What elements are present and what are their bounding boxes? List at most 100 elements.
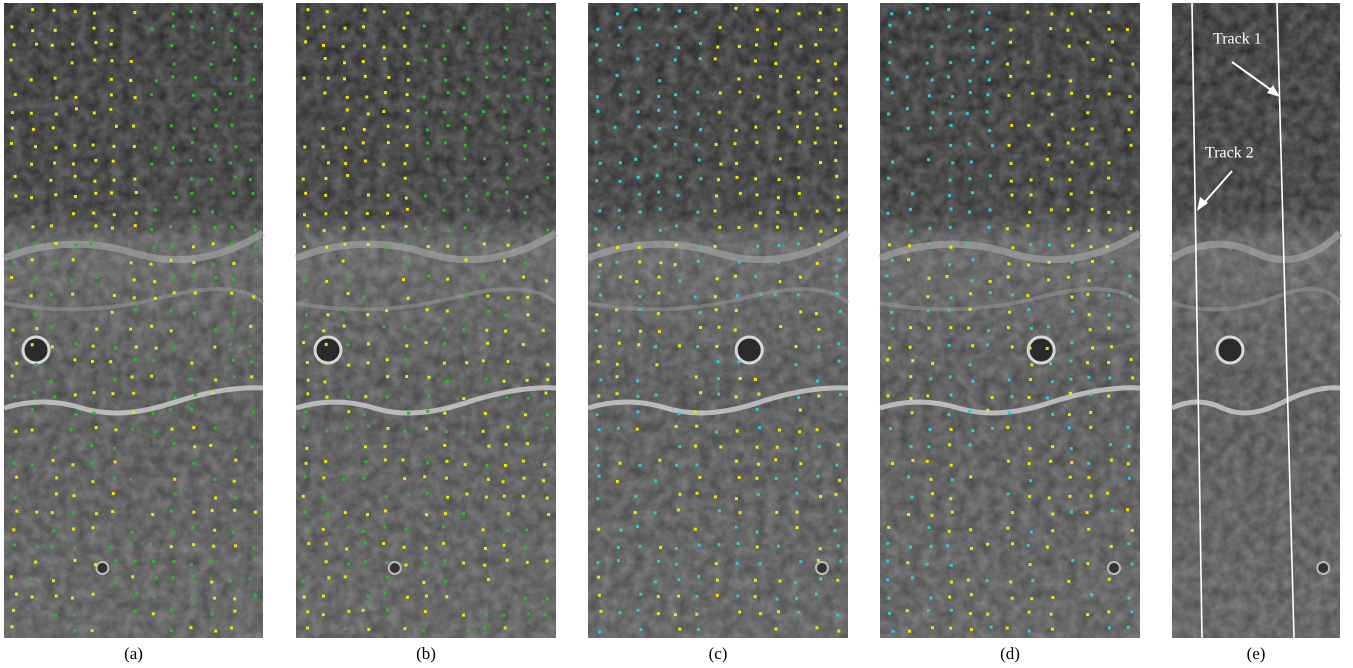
match-point xyxy=(968,410,971,413)
match-point xyxy=(970,628,973,631)
match-point xyxy=(1110,459,1113,462)
match-point xyxy=(503,495,506,498)
match-point xyxy=(1089,10,1092,13)
match-point xyxy=(527,397,530,400)
match-point xyxy=(302,178,305,181)
match-point xyxy=(465,195,468,198)
match-point xyxy=(774,293,777,296)
figure: (a)(b)(c)(d)(e) Track 1 Track 2 xyxy=(0,0,1353,668)
match-point xyxy=(678,10,681,13)
match-point xyxy=(192,261,195,264)
match-point xyxy=(503,614,506,617)
match-point xyxy=(173,478,176,481)
match-point xyxy=(819,577,822,580)
match-point xyxy=(54,29,57,32)
match-point xyxy=(111,392,114,395)
match-point xyxy=(366,212,369,215)
match-point xyxy=(777,261,780,264)
match-point xyxy=(94,159,97,162)
match-point xyxy=(618,342,621,345)
match-point xyxy=(815,626,818,629)
match-point xyxy=(634,158,637,161)
match-point xyxy=(95,426,98,429)
match-point xyxy=(949,246,952,249)
match-point xyxy=(172,146,175,149)
match-point xyxy=(639,545,642,548)
match-point xyxy=(13,544,16,547)
match-point xyxy=(507,296,510,299)
match-point xyxy=(307,542,310,545)
match-point xyxy=(249,577,252,580)
match-point xyxy=(54,242,57,245)
match-point xyxy=(170,329,173,332)
match-point xyxy=(503,544,506,547)
match-point xyxy=(891,462,894,465)
match-point xyxy=(617,44,620,47)
match-point xyxy=(363,128,366,131)
match-point xyxy=(1109,228,1112,231)
match-point xyxy=(888,612,891,615)
match-point xyxy=(1006,626,1009,629)
match-point xyxy=(14,195,17,198)
match-point xyxy=(986,93,989,96)
match-point xyxy=(346,343,349,346)
match-point xyxy=(888,61,891,64)
match-point xyxy=(34,278,37,281)
match-point xyxy=(463,157,466,160)
match-point xyxy=(114,346,117,349)
match-point xyxy=(967,578,970,581)
match-point xyxy=(598,209,601,212)
match-point xyxy=(1049,362,1052,365)
match-point xyxy=(1051,513,1054,516)
match-point xyxy=(193,311,196,314)
match-point xyxy=(442,525,445,528)
match-point xyxy=(12,528,15,531)
match-point xyxy=(10,575,13,578)
match-point xyxy=(209,444,212,447)
match-point xyxy=(677,194,680,197)
match-point xyxy=(986,409,989,412)
match-point xyxy=(886,559,889,562)
match-point xyxy=(192,94,195,97)
match-point xyxy=(971,46,974,49)
match-point xyxy=(891,161,894,164)
match-point xyxy=(486,46,489,49)
match-point xyxy=(135,346,138,349)
match-point xyxy=(13,395,16,398)
match-point xyxy=(950,564,953,567)
match-point xyxy=(908,244,911,247)
match-point xyxy=(545,426,548,429)
panel-caption: (a) xyxy=(124,644,143,663)
match-point xyxy=(134,358,137,361)
match-point xyxy=(153,595,156,598)
match-point xyxy=(13,261,16,264)
match-point xyxy=(946,544,949,547)
match-point xyxy=(1070,447,1073,450)
match-point xyxy=(931,78,934,81)
match-point xyxy=(525,46,528,49)
match-point xyxy=(463,347,466,350)
match-point xyxy=(950,464,953,467)
match-point xyxy=(505,443,508,446)
match-point xyxy=(657,8,660,11)
match-point xyxy=(362,477,365,480)
match-point xyxy=(989,174,992,177)
match-point xyxy=(799,409,802,412)
match-point xyxy=(230,226,233,229)
match-point xyxy=(230,626,233,629)
match-point xyxy=(756,245,759,248)
match-point xyxy=(595,179,598,182)
match-point xyxy=(386,609,389,612)
match-point xyxy=(736,595,739,598)
match-point xyxy=(382,225,385,228)
match-point xyxy=(14,430,17,433)
match-point xyxy=(424,562,427,565)
crater xyxy=(736,337,762,363)
match-point xyxy=(250,375,253,378)
match-point xyxy=(362,25,365,28)
match-point xyxy=(1011,395,1014,398)
match-point xyxy=(838,259,841,262)
match-point xyxy=(619,26,622,29)
match-point xyxy=(674,25,677,28)
match-point xyxy=(950,394,953,397)
